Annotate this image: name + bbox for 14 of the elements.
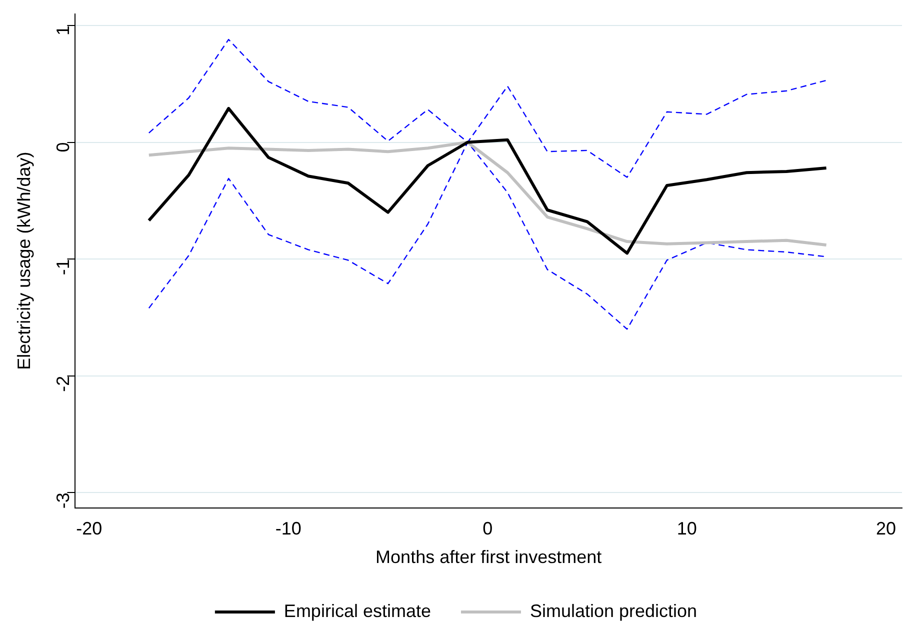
legend-label: Empirical estimate xyxy=(284,600,431,621)
y-tick-label: 0 xyxy=(53,142,74,152)
y-tick-label: 1 xyxy=(53,25,74,36)
y-axis-title: Electricity usage (kWh/day) xyxy=(14,152,34,370)
x-tick-label: -10 xyxy=(275,518,302,539)
x-tick-label: 10 xyxy=(676,518,697,539)
x-tick-label: 20 xyxy=(876,518,896,539)
x-tick-label: -20 xyxy=(76,518,102,539)
legend-label: Simulation prediction xyxy=(530,600,698,621)
y-tick-label: -2 xyxy=(53,376,74,392)
x-axis-title: Months after first investment xyxy=(376,547,602,568)
y-tick-label: -1 xyxy=(53,259,74,276)
y-tick-label: -3 xyxy=(53,492,74,509)
x-tick-label: 0 xyxy=(482,518,493,539)
